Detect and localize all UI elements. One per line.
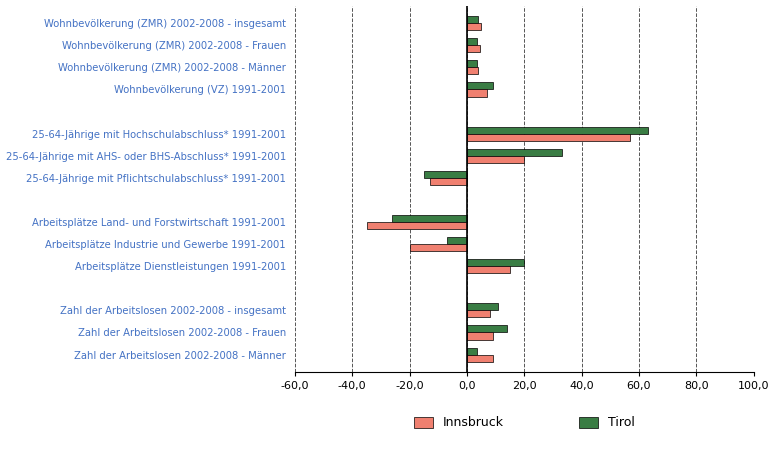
Bar [424, 171, 467, 178]
Bar [467, 355, 493, 361]
Bar [409, 244, 467, 251]
Legend: Innsbruck, Tirol: Innsbruck, Tirol [409, 411, 639, 435]
Bar [467, 60, 477, 67]
Bar [467, 149, 562, 156]
Bar [467, 325, 507, 333]
Bar [467, 333, 493, 340]
Bar [467, 23, 481, 30]
Bar [467, 156, 524, 163]
Bar [429, 178, 467, 185]
Bar [467, 67, 478, 74]
Bar [467, 347, 477, 355]
Bar [467, 127, 648, 134]
Bar [467, 45, 480, 53]
Bar [467, 16, 478, 23]
Bar [467, 310, 490, 318]
Bar [392, 215, 467, 222]
Bar [467, 134, 630, 141]
Bar [467, 303, 498, 310]
Bar [467, 90, 487, 96]
Bar [447, 237, 467, 244]
Bar [467, 259, 524, 266]
Bar [467, 266, 510, 273]
Bar [367, 222, 467, 229]
Bar [467, 82, 493, 90]
Bar [467, 38, 477, 45]
